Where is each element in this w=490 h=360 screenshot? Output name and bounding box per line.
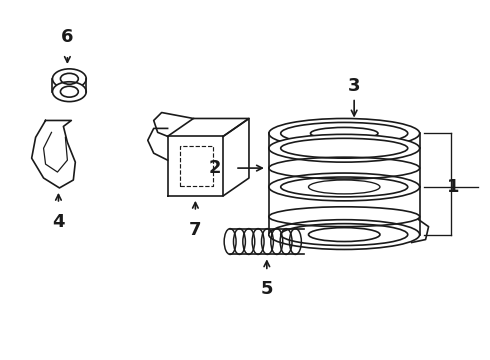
Ellipse shape (269, 173, 419, 201)
Text: 3: 3 (348, 77, 361, 95)
Text: 5: 5 (261, 280, 273, 298)
Text: 2: 2 (209, 159, 221, 177)
Ellipse shape (269, 134, 419, 162)
Ellipse shape (52, 69, 86, 89)
Text: 7: 7 (189, 221, 202, 239)
Ellipse shape (269, 118, 419, 148)
Text: 6: 6 (61, 28, 74, 46)
Ellipse shape (52, 82, 86, 102)
Text: 1: 1 (447, 178, 460, 196)
Text: 4: 4 (52, 213, 65, 231)
Ellipse shape (269, 220, 419, 249)
